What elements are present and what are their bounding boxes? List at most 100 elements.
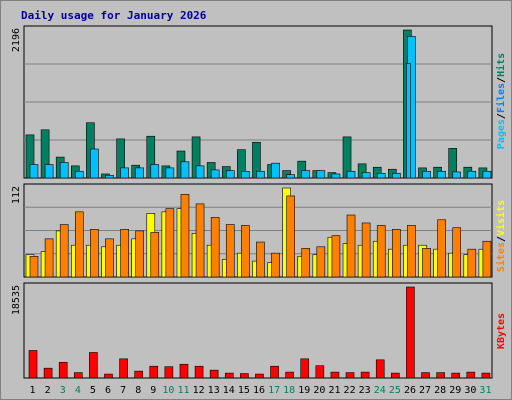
bar-files-day-19 — [301, 170, 311, 179]
legend-separator: / — [496, 113, 507, 119]
bar-sites-day-1 — [29, 256, 39, 278]
legend-kbytes: KBytes — [496, 313, 507, 349]
bar-files-day-23 — [361, 172, 371, 179]
bar-kbytes-day-2 — [43, 367, 53, 379]
bar-kbytes-day-18 — [285, 371, 294, 379]
bar-sites-day-2 — [44, 238, 54, 278]
bar-sites-day-11 — [180, 194, 190, 278]
bar-pages-day-26 — [406, 63, 411, 179]
bar-kbytes-day-16 — [255, 373, 264, 379]
bar-kbytes-day-29 — [451, 372, 461, 379]
bar-sites-day-25 — [392, 229, 401, 278]
bar-files-day-8 — [135, 167, 144, 179]
bar-files-day-17 — [271, 162, 280, 179]
day-label-23: 23 — [359, 385, 371, 396]
bar-sites-day-5 — [90, 229, 99, 278]
bar-kbytes-day-27 — [421, 372, 430, 379]
bar-sites-day-31 — [482, 240, 492, 278]
bar-files-day-18 — [286, 174, 295, 179]
bar-kbytes-day-23 — [360, 371, 370, 379]
legend-separator: / — [496, 236, 507, 242]
bar-files-day-21 — [331, 173, 341, 179]
bar-sites-day-10 — [165, 208, 175, 278]
day-label-24: 24 — [374, 385, 386, 396]
bar-files-day-22 — [346, 170, 356, 179]
bar-sites-day-14 — [225, 224, 235, 278]
bar-sites-day-20 — [316, 246, 326, 278]
bar-kbytes-day-30 — [466, 371, 476, 379]
bar-kbytes-day-11 — [179, 363, 189, 379]
day-label-26: 26 — [404, 385, 416, 396]
bar-sites-day-24 — [376, 225, 386, 278]
bar-kbytes-day-25 — [391, 372, 400, 379]
day-label-27: 27 — [419, 385, 431, 396]
day-label-29: 29 — [449, 385, 461, 396]
day-label-6: 6 — [105, 385, 111, 396]
bar-sites-day-17 — [271, 252, 280, 278]
bar-sites-day-6 — [105, 238, 114, 278]
bar-sites-day-12 — [195, 203, 205, 278]
bar-sites-day-26 — [407, 225, 416, 278]
bar-kbytes-day-5 — [89, 352, 98, 379]
bar-kbytes-day-22 — [345, 372, 355, 379]
day-label-7: 7 — [120, 385, 126, 396]
bar-files-day-30 — [467, 170, 477, 179]
legend-sites: Sites — [495, 242, 507, 272]
bar-files-day-31 — [482, 170, 492, 179]
day-label-3: 3 — [60, 385, 66, 396]
bar-kbytes-day-31 — [481, 372, 491, 379]
bar-kbytes-day-14 — [224, 372, 234, 379]
bar-kbytes-day-7 — [119, 358, 128, 379]
bar-kbytes-day-24 — [375, 359, 385, 379]
bar-files-day-6 — [105, 175, 114, 179]
day-label-12: 12 — [193, 385, 205, 396]
bar-kbytes-day-9 — [149, 365, 159, 379]
bar-kbytes-day-19 — [300, 358, 310, 379]
bar-files-day-16 — [256, 170, 265, 179]
bar-sites-day-23 — [361, 222, 371, 278]
bar-kbytes-day-10 — [164, 366, 174, 379]
bar-kbytes-day-12 — [194, 365, 204, 379]
bar-sites-day-30 — [467, 248, 477, 278]
bar-kbytes-day-15 — [240, 373, 249, 379]
panel-1-max-label: 2196 — [11, 28, 22, 52]
bar-kbytes-day-21 — [330, 371, 340, 379]
legend-files: Files — [495, 83, 507, 113]
panel-3-max-label: 18535 — [11, 285, 22, 315]
bar-files-day-1 — [29, 164, 39, 179]
bar-files-day-27 — [422, 170, 431, 179]
day-label-1: 1 — [30, 385, 36, 396]
bar-sites-day-18 — [286, 195, 295, 278]
bar-sites-day-3 — [59, 224, 69, 278]
day-label-25: 25 — [389, 385, 401, 396]
bar-sites-day-13 — [210, 217, 220, 278]
bar-sites-day-16 — [256, 241, 265, 278]
day-label-11: 11 — [177, 385, 189, 396]
bar-files-day-29 — [452, 171, 462, 179]
bar-sites-day-29 — [452, 227, 462, 278]
bar-files-day-4 — [74, 170, 84, 179]
bar-files-day-10 — [165, 167, 175, 179]
bar-files-day-25 — [392, 172, 401, 179]
panel-3-legend: KBytes — [496, 313, 507, 349]
day-label-8: 8 — [135, 385, 141, 396]
bar-sites-day-22 — [346, 214, 356, 278]
day-label-2: 2 — [45, 385, 51, 396]
bar-sites-day-9 — [150, 232, 160, 278]
panel-2-legend: Sites/Visits — [495, 200, 507, 272]
bar-kbytes-day-26 — [406, 286, 415, 379]
bar-files-day-9 — [150, 164, 160, 179]
day-label-9: 9 — [150, 385, 156, 396]
bar-files-day-24 — [376, 172, 386, 179]
legend-separator: / — [496, 77, 507, 83]
bar-kbytes-day-20 — [315, 365, 325, 379]
day-label-16: 16 — [253, 385, 265, 396]
day-label-5: 5 — [90, 385, 96, 396]
day-label-19: 19 — [298, 385, 310, 396]
day-label-17: 17 — [268, 385, 280, 396]
bar-files-day-14 — [225, 170, 235, 179]
day-label-10: 10 — [162, 385, 174, 396]
bar-kbytes-day-13 — [209, 369, 219, 379]
bar-files-day-15 — [241, 170, 250, 179]
